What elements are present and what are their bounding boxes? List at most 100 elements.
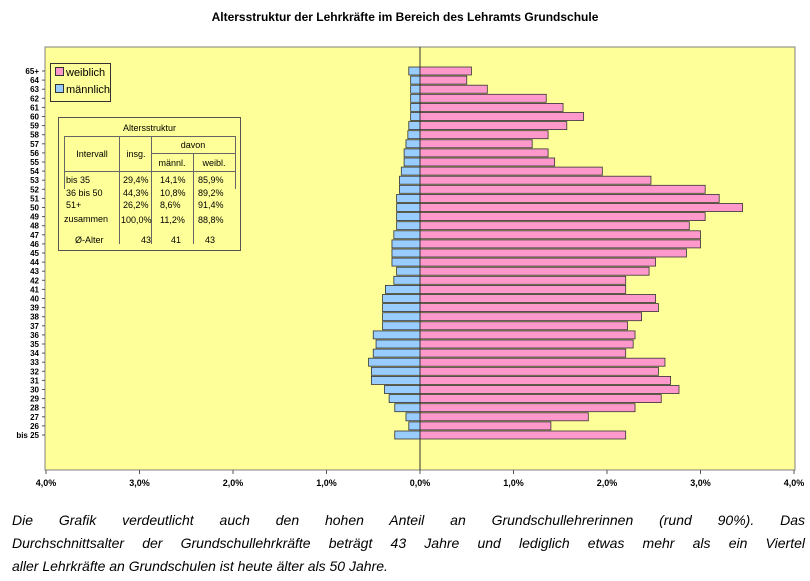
- stats-header-female: weibl.: [202, 158, 226, 168]
- bar-weiblich: [419, 130, 549, 140]
- stats-row-female: 88,8%: [198, 215, 224, 225]
- x-tick-label: 1,0%: [316, 478, 337, 488]
- bar-weiblich: [419, 430, 627, 440]
- bar-weiblich: [419, 394, 662, 404]
- chart-title: Altersstruktur der Lehrkräfte im Bereich…: [211, 10, 599, 24]
- age-label: 49: [30, 213, 39, 222]
- bar-weiblich: [419, 75, 468, 85]
- stats-row-label: bis 35: [66, 175, 91, 185]
- bar-maennlich: [385, 284, 421, 294]
- age-label: 65+: [25, 67, 39, 76]
- bar-weiblich: [419, 193, 720, 203]
- age-label: 41: [30, 285, 39, 294]
- age-label: 29: [30, 395, 39, 404]
- x-tick-label: 4,0%: [784, 478, 805, 488]
- bar-weiblich: [419, 312, 642, 322]
- age-label: 40: [30, 295, 39, 304]
- stats-row-total: 26,2%: [123, 200, 149, 210]
- bar-maennlich: [391, 239, 421, 249]
- stats-row-female: 85,9%: [198, 175, 224, 185]
- age-label: bis 25: [16, 431, 39, 440]
- bar-weiblich: [419, 203, 743, 212]
- bar-maennlich: [396, 266, 421, 276]
- age-label: 56: [30, 149, 39, 158]
- age-label: 50: [30, 204, 39, 213]
- x-axis: 4,0% 3,0% 2,0% 1,0% 0,0% 1,0% 2,0% 3,0% 4,0%: [36, 470, 805, 488]
- bar-weiblich: [419, 339, 634, 349]
- stats-header-group: davon: [180, 140, 206, 150]
- stats-header-total: insg.: [126, 149, 146, 159]
- age-label: 54: [30, 167, 39, 176]
- bar-weiblich: [419, 221, 690, 231]
- bar-maennlich: [393, 230, 421, 240]
- bar-maennlich: [388, 394, 421, 404]
- bar-maennlich: [382, 312, 421, 322]
- caption-line: aller Lehrkräfte an Grundschulen ist heu…: [12, 558, 388, 574]
- bar-maennlich: [410, 112, 421, 121]
- stats-row-label: Ø-Alter: [75, 235, 104, 245]
- age-label: 48: [30, 222, 39, 231]
- age-label: 52: [30, 185, 39, 194]
- bar-maennlich: [410, 93, 421, 103]
- legend-label-female: weiblich: [66, 67, 106, 79]
- stats-row-female: 43: [205, 235, 216, 245]
- bar-weiblich: [419, 230, 701, 240]
- bar-maennlich: [408, 421, 421, 431]
- age-label: 60: [30, 113, 39, 122]
- stats-row-total: 43: [141, 235, 152, 245]
- bar-weiblich: [419, 239, 701, 249]
- age-label: 57: [30, 140, 39, 149]
- bar-maennlich: [407, 130, 421, 140]
- stats-row-male: 41: [171, 235, 182, 245]
- bar-maennlich: [368, 357, 421, 367]
- bar-weiblich: [419, 412, 589, 422]
- bar-maennlich: [382, 321, 421, 331]
- age-label: 42: [30, 276, 39, 285]
- bar-maennlich: [410, 103, 421, 112]
- bar-weiblich: [419, 103, 564, 112]
- bar-maennlich: [382, 294, 421, 303]
- stats-row-total: 44,3%: [123, 188, 149, 198]
- bar-weiblich: [419, 166, 603, 176]
- age-label: 64: [30, 76, 39, 85]
- age-label: 30: [30, 386, 39, 395]
- age-label: 45: [30, 249, 39, 258]
- bar-weiblich: [419, 357, 666, 367]
- age-label: 26: [30, 422, 39, 431]
- x-tick-label: 0,0%: [410, 478, 431, 488]
- x-tick-label: 2,0%: [223, 478, 244, 488]
- bar-maennlich: [399, 184, 421, 194]
- legend-swatch-male: [55, 84, 64, 93]
- caption-paragraph: Die Grafik verdeutlicht auch den hohen A…: [12, 509, 805, 578]
- stats-header-male: männl.: [158, 158, 186, 168]
- bar-maennlich: [372, 330, 421, 340]
- x-tick-label: 3,0%: [129, 478, 150, 488]
- bar-maennlich: [394, 403, 421, 413]
- age-label: 36: [30, 331, 39, 340]
- stats-row-male: 11,2%: [160, 215, 185, 225]
- bar-maennlich: [408, 121, 421, 130]
- bar-maennlich: [405, 412, 421, 422]
- stats-header-interval: Intervall: [76, 149, 108, 159]
- age-label: 46: [30, 240, 39, 249]
- bar-weiblich: [419, 257, 657, 267]
- caption-line: Die Grafik verdeutlicht auch den hohen A…: [12, 512, 805, 528]
- bar-weiblich: [419, 385, 680, 394]
- bar-weiblich: [419, 112, 585, 121]
- bar-weiblich: [419, 266, 650, 276]
- stats-row-male: 8,6%: [160, 200, 181, 210]
- bar-maennlich: [396, 212, 421, 222]
- stats-row-label: zusammen: [64, 214, 109, 224]
- stats-row-label: 36 bis 50: [66, 188, 103, 198]
- bar-maennlich: [396, 203, 421, 212]
- age-label: 34: [30, 349, 39, 358]
- age-label: 62: [30, 94, 39, 103]
- bar-weiblich: [419, 84, 488, 94]
- population-pyramid-chart: 65+6463626160595857565554535251504948474…: [16, 46, 805, 488]
- age-label: 28: [30, 404, 39, 413]
- bar-weiblich: [419, 212, 706, 222]
- bar-weiblich: [419, 321, 628, 331]
- bar-maennlich: [403, 157, 421, 167]
- bar-maennlich: [384, 385, 421, 394]
- age-label: 59: [30, 122, 39, 131]
